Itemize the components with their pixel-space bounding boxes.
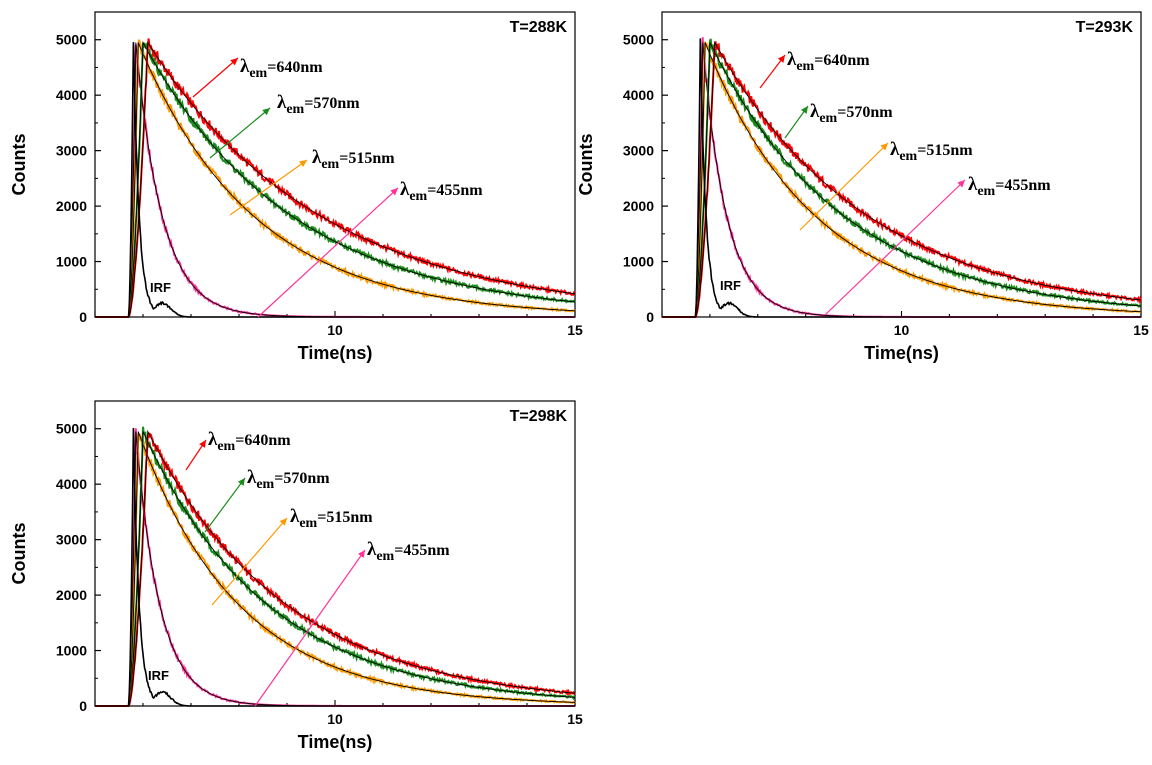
label-arrow — [799, 142, 889, 231]
x-axis-title: Time(ns) — [298, 732, 373, 752]
fit-line — [95, 41, 576, 318]
arrow-head — [957, 180, 965, 188]
arrow-head — [230, 58, 238, 66]
series-irf — [95, 42, 575, 318]
series-irf — [95, 427, 575, 707]
x-tick-label: 15 — [567, 711, 583, 727]
irf-label: IRF — [150, 280, 171, 295]
series-label: λem=640nm — [787, 49, 870, 74]
series-515nm — [95, 433, 576, 707]
series-570nm — [95, 41, 576, 318]
panel-298K: 0 1000 2000 3000 4000 5000 10 15 Time(ns) Counts T… — [9, 400, 583, 752]
temperature-label: T=288K — [510, 19, 568, 36]
fit-line — [95, 40, 575, 318]
series-label: λem=515nm — [312, 147, 395, 172]
irf-label: IRF — [720, 278, 741, 293]
y-axis-title: Counts — [9, 134, 29, 196]
y-tick-label: 1000 — [56, 254, 87, 270]
plot-frame — [94, 400, 576, 707]
series-label: λem=640nm — [208, 429, 291, 454]
y-tick-label: 5000 — [56, 421, 87, 437]
y-tick-label: 5000 — [623, 32, 654, 48]
arrow-head — [358, 550, 365, 558]
arrow-head — [777, 55, 785, 63]
y-tick-label: 2000 — [623, 198, 654, 214]
x-tick-label: 10 — [327, 711, 343, 727]
series-label: λem=455nm — [367, 539, 450, 564]
label-arrow — [254, 549, 366, 707]
series-640nm — [95, 38, 576, 318]
series-label: λem=515nm — [890, 139, 973, 164]
series-label: λem=455nm — [968, 174, 1051, 199]
arrow-head — [237, 478, 245, 486]
fit-line — [662, 42, 1141, 318]
series-515nm — [95, 39, 576, 318]
label-arrow — [204, 477, 246, 533]
y-tick-label: 3000 — [56, 532, 87, 548]
label-arrow — [229, 159, 308, 216]
label-arrow — [824, 179, 966, 316]
temperature-label: T=298K — [510, 408, 568, 425]
temperature-label: T=293K — [1076, 19, 1134, 36]
series-label: λem=515nm — [290, 506, 373, 531]
y-tick-label: 4000 — [623, 87, 654, 103]
x-axis-title: Time(ns) — [864, 343, 939, 363]
fit-line — [95, 431, 576, 707]
panel-288K: 0 1000 2000 3000 4000 5000 10 15 Time(ns) Counts T… — [9, 11, 583, 363]
y-tick-label: 0 — [79, 698, 87, 714]
x-tick-label: 15 — [567, 322, 583, 338]
label-arrow — [257, 187, 399, 318]
series-640nm — [95, 432, 576, 707]
series-irf — [662, 38, 1141, 318]
series-label: λem=455nm — [400, 179, 483, 204]
y-axis-title: Counts — [576, 134, 596, 196]
y-tick-label: 2000 — [56, 198, 87, 214]
arrow-head — [199, 440, 206, 448]
irf-label: IRF — [148, 668, 169, 683]
y-tick-label: 1000 — [623, 254, 654, 270]
y-tick-label: 1000 — [56, 643, 87, 659]
label-arrow — [192, 57, 239, 98]
fit-line — [662, 42, 1142, 318]
x-axis-title: Time(ns) — [298, 343, 373, 363]
y-axis-title: Counts — [9, 523, 29, 585]
arrow-head — [279, 518, 287, 526]
series-455nm — [662, 37, 1141, 318]
y-tick-label: 0 — [646, 309, 654, 325]
arrow-head — [262, 108, 270, 116]
y-tick-label: 4000 — [56, 87, 87, 103]
x-tick-label: 10 — [894, 322, 910, 338]
x-tick-label: 10 — [327, 322, 343, 338]
arrow-head — [800, 106, 808, 114]
series-570nm — [662, 38, 1142, 318]
y-tick-label: 2000 — [56, 587, 87, 603]
series-label: λem=640nm — [240, 56, 323, 81]
fit-line — [662, 40, 1142, 318]
fit-line — [95, 431, 575, 707]
series-label: λem=570nm — [277, 92, 360, 117]
arrow-head — [880, 143, 888, 151]
series-label: λem=570nm — [247, 467, 330, 492]
y-tick-label: 0 — [79, 309, 87, 325]
arrow-head — [299, 160, 307, 168]
y-tick-label: 5000 — [56, 32, 87, 48]
series-label: λem=570nm — [810, 101, 893, 126]
fit-line — [95, 42, 575, 318]
arrow-head — [390, 188, 398, 196]
label-arrow — [211, 517, 288, 606]
y-tick-label: 3000 — [56, 143, 87, 159]
y-tick-label: 3000 — [623, 143, 654, 159]
fit-line — [95, 429, 575, 707]
panel-293K: 0 1000 2000 3000 4000 5000 10 15 Time(ns) Counts T… — [576, 11, 1149, 363]
y-tick-label: 4000 — [56, 476, 87, 492]
label-arrow — [209, 107, 271, 159]
x-tick-label: 15 — [1133, 322, 1149, 338]
